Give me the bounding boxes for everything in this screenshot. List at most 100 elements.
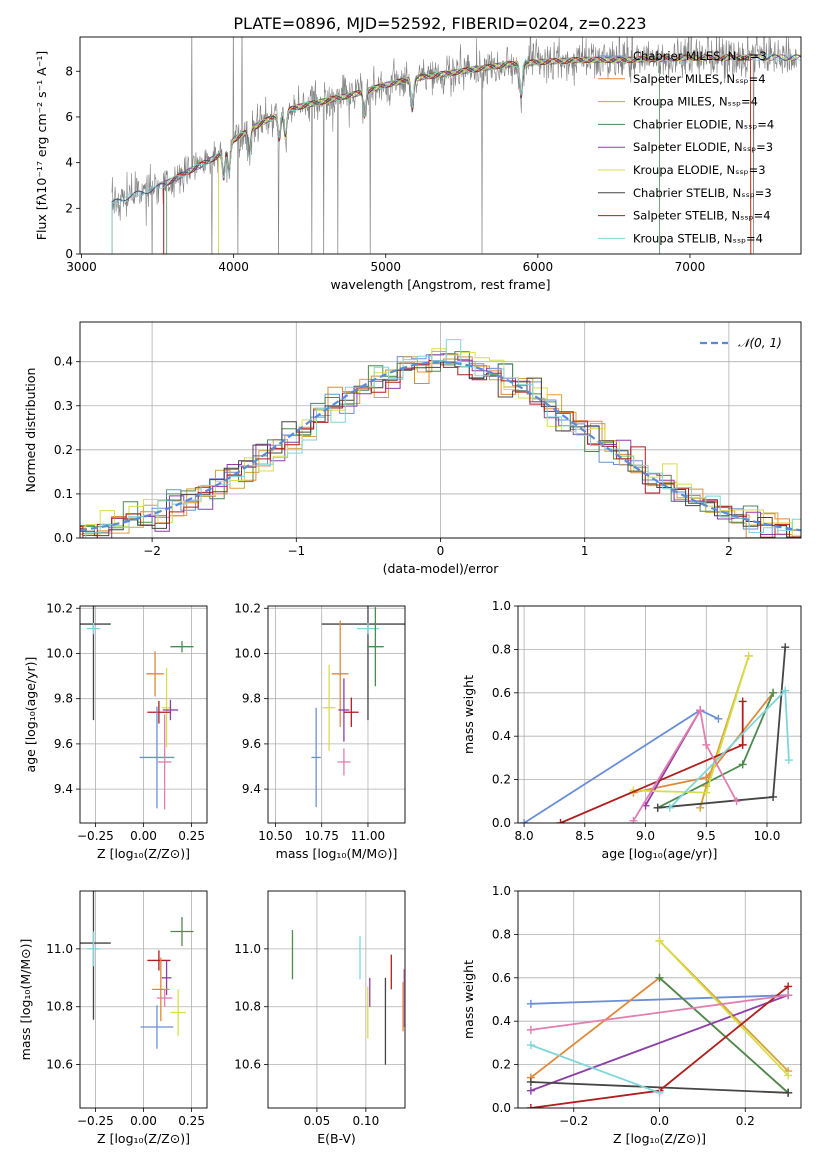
weight-marker	[526, 1104, 535, 1108]
weight-marker	[732, 797, 741, 806]
legend-label: Kroupa STELIB, Nₛₛₚ=4	[633, 231, 763, 245]
x-tick-label: 0.10	[352, 1114, 379, 1128]
y-axis-label: Flux [fλ10⁻¹⁷ erg cm⁻² s⁻¹ A⁻¹]	[34, 51, 49, 240]
y-tick-label: 6	[65, 110, 73, 124]
figure-title: PLATE=0896, MJD=52592, FIBERID=0204, z=0…	[233, 14, 646, 33]
axes-frame	[517, 605, 802, 824]
spectrum-data-line	[111, 37, 797, 254]
weight-line-3	[658, 977, 789, 1094]
x-tick-label: 0.2	[736, 1114, 755, 1128]
legend-label: 𝒩(0, 1)	[738, 336, 782, 350]
y-axis-label: mass weight	[461, 960, 476, 1039]
axes-frame	[79, 605, 208, 824]
weight-marker	[702, 788, 711, 797]
x-tick-label: 10.0	[754, 829, 781, 843]
plot-area	[526, 936, 793, 1108]
x-tick-label: −2	[143, 544, 161, 558]
y-tick-label: 9.4	[242, 782, 261, 796]
y-tick-label: 0.8	[492, 927, 511, 941]
mass-vs-ebv-panel: 0.05 0.10 10.6 10.8 11.0 E(B-V)	[234, 890, 406, 1146]
age-vs-mass-panel: 10.50 10.75 11.00 9.4 9.6 9.8 10.0 10.2 mass [lo…	[234, 601, 406, 861]
legend-label: Salpeter STELIB, Nₛₛₚ=4	[633, 209, 771, 223]
y-tick-label: 9.4	[54, 782, 73, 796]
weight-marker	[526, 1041, 535, 1050]
weight-line-0	[530, 994, 789, 1005]
weight-marker	[526, 999, 535, 1008]
y-tick-label: 0.6	[492, 686, 511, 700]
y-tick-label: 9.8	[242, 692, 261, 706]
y-tick-label: 0.8	[492, 642, 511, 656]
x-tick-label: 0.05	[304, 1114, 331, 1128]
weight-marker	[744, 651, 753, 660]
plot-area	[80, 891, 194, 1049]
histogram-series-6	[80, 361, 801, 538]
y-tick-label: 1.0	[492, 599, 511, 613]
legend-label: Salpeter ELODIE, Nₛₛₚ=3	[633, 140, 773, 154]
histogram-series-7	[80, 360, 801, 538]
model-line-3	[166, 55, 660, 254]
weight-marker	[696, 803, 705, 812]
x-tick-label: 10.75	[305, 829, 339, 843]
weight-marker	[520, 819, 529, 823]
legend-label: Kroupa MILES, Nₛₛₚ=4	[633, 95, 758, 109]
y-tick-label: 10.8	[46, 1000, 73, 1014]
model-line-7	[163, 54, 752, 254]
x-axis-label: mass [log₁₀(M/M⊙)]	[276, 846, 398, 861]
y-tick-label: 2	[65, 201, 73, 215]
x-tick-label: 0.00	[130, 829, 157, 843]
y-tick-label: 1.0	[492, 884, 511, 898]
legend-label: Chabrier MILES, Nₛₛₚ=3	[633, 49, 767, 63]
weight-marker	[696, 706, 705, 715]
y-tick-label: 11.0	[46, 942, 73, 956]
weight-marker	[769, 792, 778, 801]
y-tick-label: 0.2	[492, 773, 511, 787]
legend-label: Kroupa ELODIE, Nₛₛₚ=3	[633, 163, 766, 177]
weight-line-9	[632, 707, 738, 822]
y-tick-label: 10.0	[46, 646, 73, 660]
weight-marker	[655, 936, 664, 945]
weight-marker	[655, 1088, 664, 1097]
x-axis-label: Z [log₁₀(Z/Z⊙)]	[97, 846, 190, 861]
y-tick-label: 0.4	[492, 729, 511, 743]
weight-marker	[655, 973, 664, 982]
y-axis-label: age [log₁₀(age/yr)]	[23, 657, 38, 773]
plot-area	[80, 606, 194, 810]
plot-area	[311, 606, 405, 808]
y-tick-label: 4	[65, 156, 73, 170]
x-tick-label: 7000	[675, 260, 706, 274]
y-tick-label: 10.6	[46, 1058, 73, 1072]
x-tick-label: 6000	[523, 260, 554, 274]
x-tick-label: 0.0	[650, 1114, 669, 1128]
y-tick-label: 0.0	[492, 816, 511, 830]
model-line-8	[111, 54, 801, 254]
x-tick-label: 8.5	[575, 829, 594, 843]
mass-weight-vs-age-panel: 8.0 8.5 9.0 9.5 10.0 0.0 0.2 0.4 0.6 0.8 1.0 age [l…	[461, 599, 802, 861]
weight-line-8	[530, 1044, 660, 1094]
x-tick-label: 2	[725, 544, 733, 558]
axes-frame	[267, 605, 406, 824]
y-axis-label: mass [log₁₀(M/M⊙)]	[18, 939, 33, 1061]
weight-marker	[653, 803, 662, 812]
weight-marker	[702, 740, 711, 749]
normal-curve	[80, 360, 801, 532]
plot-area	[291, 930, 405, 1065]
axes-frame	[79, 321, 802, 539]
residuals-panel: −2 −1 0 1 2 0.0 0.1 0.2 0.3 0.4 (data-model)/error…	[23, 321, 802, 576]
legend-label: Chabrier ELODIE, Nₛₛₚ=4	[633, 117, 774, 131]
weight-marker	[781, 686, 790, 695]
legend-label: Chabrier STELIB, Nₛₛₚ=3	[633, 186, 772, 200]
x-axis-label: Z [log₁₀(Z/Z⊙)]	[97, 1131, 190, 1146]
y-tick-label: 10.0	[234, 646, 261, 660]
y-axis-label: mass weight	[461, 675, 476, 754]
axes-frame	[517, 890, 802, 1109]
plot-area	[80, 339, 801, 538]
weight-marker	[769, 688, 778, 697]
plot-area	[111, 37, 801, 254]
x-axis-label: age [log₁₀(age/yr)]	[602, 846, 718, 861]
x-tick-label: 0.25	[178, 829, 205, 843]
y-tick-label: 9.8	[54, 692, 73, 706]
x-tick-label: 1	[581, 544, 589, 558]
y-tick-label: 0	[65, 247, 73, 261]
mass-weight-vs-metallicity-panel: −0.2 0.0 0.2 0.0 0.2 0.4 0.6 0.8 1.0 Z [log₁₀(Z/Z…	[461, 884, 802, 1146]
